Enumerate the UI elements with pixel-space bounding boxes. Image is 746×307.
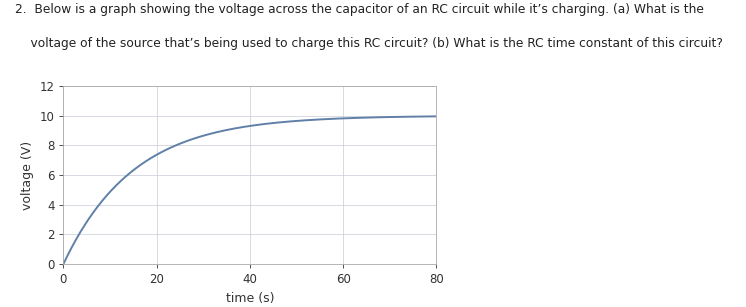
Text: 2.  Below is a graph showing the voltage across the capacitor of an RC circuit w: 2. Below is a graph showing the voltage … bbox=[15, 3, 703, 16]
Y-axis label: voltage (V): voltage (V) bbox=[21, 140, 34, 210]
Text: voltage of the source that’s being used to charge this RC circuit? (b) What is t: voltage of the source that’s being used … bbox=[15, 37, 723, 50]
X-axis label: time (s): time (s) bbox=[225, 292, 275, 305]
